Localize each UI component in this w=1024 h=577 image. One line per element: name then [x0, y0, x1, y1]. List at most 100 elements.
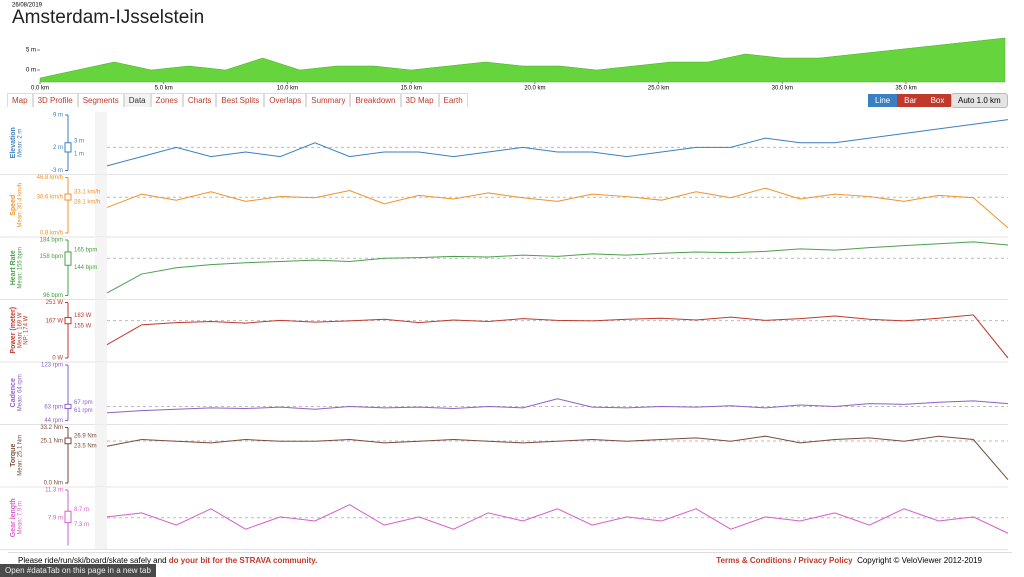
panel-gutter — [95, 237, 107, 300]
box-label: 67 rpm — [74, 400, 93, 406]
y-tick-label: 0 W — [52, 356, 63, 362]
y-tick-label: -3 m — [51, 168, 63, 174]
tab[interactable]: Best Splits — [216, 93, 265, 107]
series-line — [106, 435, 1009, 480]
y-tick-label: 96 bpm — [43, 293, 63, 299]
panel-stat: NP: 174 W — [24, 315, 30, 344]
box — [64, 403, 72, 410]
profile-x-label: 35.0 km — [895, 86, 916, 92]
panel-gutter — [95, 362, 107, 425]
profile-y-label: 0 m — [26, 68, 36, 74]
tab[interactable]: Data — [123, 93, 151, 107]
y-tick-label: 167 W — [46, 319, 64, 325]
panel-gutter — [95, 299, 107, 362]
y-tick-label: 33.2 Nm — [40, 425, 63, 431]
profile-x-label: 0.0 km — [31, 86, 49, 92]
panel-name: Cadence — [10, 378, 17, 407]
y-tick-label: 46.8 km/h — [37, 175, 63, 181]
panel-stat: Mean: 155 bpm — [18, 247, 24, 289]
box — [64, 142, 72, 153]
profile-area — [39, 37, 1006, 83]
community-link[interactable]: do your bit for the STRAVA community. — [168, 556, 318, 565]
tab[interactable]: Breakdown — [350, 93, 401, 107]
tab[interactable]: Charts — [182, 93, 217, 107]
box-label: 8.7 m — [74, 507, 89, 513]
y-tick-label: 184 bpm — [40, 238, 63, 244]
view-button[interactable]: Line — [868, 94, 898, 107]
box-label: 3 m — [74, 138, 84, 144]
box-label: 61 rpm — [74, 408, 93, 414]
panel-stat: Mean: 30.4 km/h — [18, 183, 24, 228]
series-line — [106, 119, 1009, 167]
panel-name: Speed — [10, 195, 17, 216]
panel-gutter — [95, 487, 107, 550]
series-line — [106, 187, 1009, 229]
copyright: Copyright © VeloViewer 2012-2019 — [857, 556, 982, 565]
y-tick-label: 7.9 m — [48, 515, 63, 521]
profile-x-label: 5.0 km — [155, 86, 173, 92]
y-tick-label: 0.0 Nm — [44, 481, 63, 487]
tab-bar: Map 3D Profile Segments Data Zones Charts Best… — [7, 93, 468, 107]
box-label: 155 W — [74, 323, 92, 329]
tab[interactable]: Segments — [77, 93, 124, 107]
panel-name: Torque — [10, 444, 17, 467]
profile-x-label: 15.0 km — [400, 86, 421, 92]
box-label: 165 bpm — [74, 248, 97, 254]
box-label: 144 bpm — [74, 265, 97, 271]
panel-stat: Mean: 64 rpm — [18, 374, 24, 411]
y-tick-label: 158 bpm — [40, 254, 63, 260]
series-line — [106, 398, 1009, 414]
terms-link[interactable]: Terms & Conditions — [716, 556, 792, 565]
y-tick-label: 0.8 km/h — [40, 231, 63, 237]
series-line — [106, 504, 1009, 534]
view-button[interactable]: Bar — [897, 94, 924, 107]
tab[interactable]: Overlaps — [264, 93, 307, 107]
box — [64, 317, 72, 325]
status-bar: Open #dataTab on this page in a new tab — [0, 564, 156, 577]
profile-x-label: 30.0 km — [772, 86, 793, 92]
box-label: 7.3 m — [74, 522, 89, 528]
panel-stat: Mean: 7.9 m — [18, 501, 24, 534]
box-label: 1 m — [74, 152, 84, 158]
box — [64, 193, 72, 201]
tab[interactable]: 3D Profile — [32, 93, 78, 107]
y-tick-label: 2 m — [53, 145, 63, 151]
panel-name: Elevation — [10, 127, 17, 158]
box — [64, 437, 72, 445]
tab[interactable]: 3D Map — [400, 93, 439, 107]
view-button[interactable]: Box — [923, 94, 952, 107]
panel-stat: Mean: 169 W — [18, 312, 24, 348]
tab[interactable]: Earth — [438, 93, 468, 107]
profile-x-label: 10.0 km — [277, 86, 298, 92]
panel-name: Power (meter) — [10, 307, 17, 354]
footer: Please ride/run/ski/board/skate safely a… — [8, 552, 1012, 568]
profile-x-label: 20.0 km — [524, 86, 545, 92]
profile-y-label: 5 m — [26, 48, 36, 54]
y-tick-label: 11.3 m — [45, 488, 63, 494]
tab[interactable]: Summary — [306, 93, 351, 107]
tab[interactable]: Zones — [150, 93, 183, 107]
box-label: 183 W — [74, 313, 92, 319]
y-tick-label: 30.6 km/h — [37, 195, 63, 201]
separator: / — [793, 556, 797, 565]
safety-text: Please ride/run/ski/board/skate safely a… — [18, 556, 167, 565]
panel-gutter — [95, 174, 107, 237]
y-tick-label: 9 m — [53, 113, 63, 119]
series-line — [106, 241, 1009, 294]
date: 26/08/2019 — [12, 3, 43, 9]
panel-name: Gear length — [10, 498, 17, 537]
box-label: 33.1 km/h — [74, 190, 100, 196]
profile-x-label: 25.0 km — [648, 86, 669, 92]
tab[interactable]: Map — [7, 93, 33, 107]
panel-stat: Mean: 25.1 Nm — [18, 435, 24, 476]
y-tick-label: 63 rpm — [44, 405, 63, 411]
box-label: 28.1 km/h — [74, 200, 100, 206]
box-label: 23.5 Nm — [74, 443, 97, 449]
y-tick-label: 44 rpm — [44, 418, 63, 424]
privacy-link[interactable]: Privacy Policy — [798, 556, 853, 565]
panel-gutter — [95, 112, 107, 175]
title: Amsterdam-IJsselstein — [12, 7, 204, 28]
panel-name: Heart Rate — [10, 250, 17, 285]
interval-select[interactable]: Auto 1.0 km — [951, 93, 1008, 108]
